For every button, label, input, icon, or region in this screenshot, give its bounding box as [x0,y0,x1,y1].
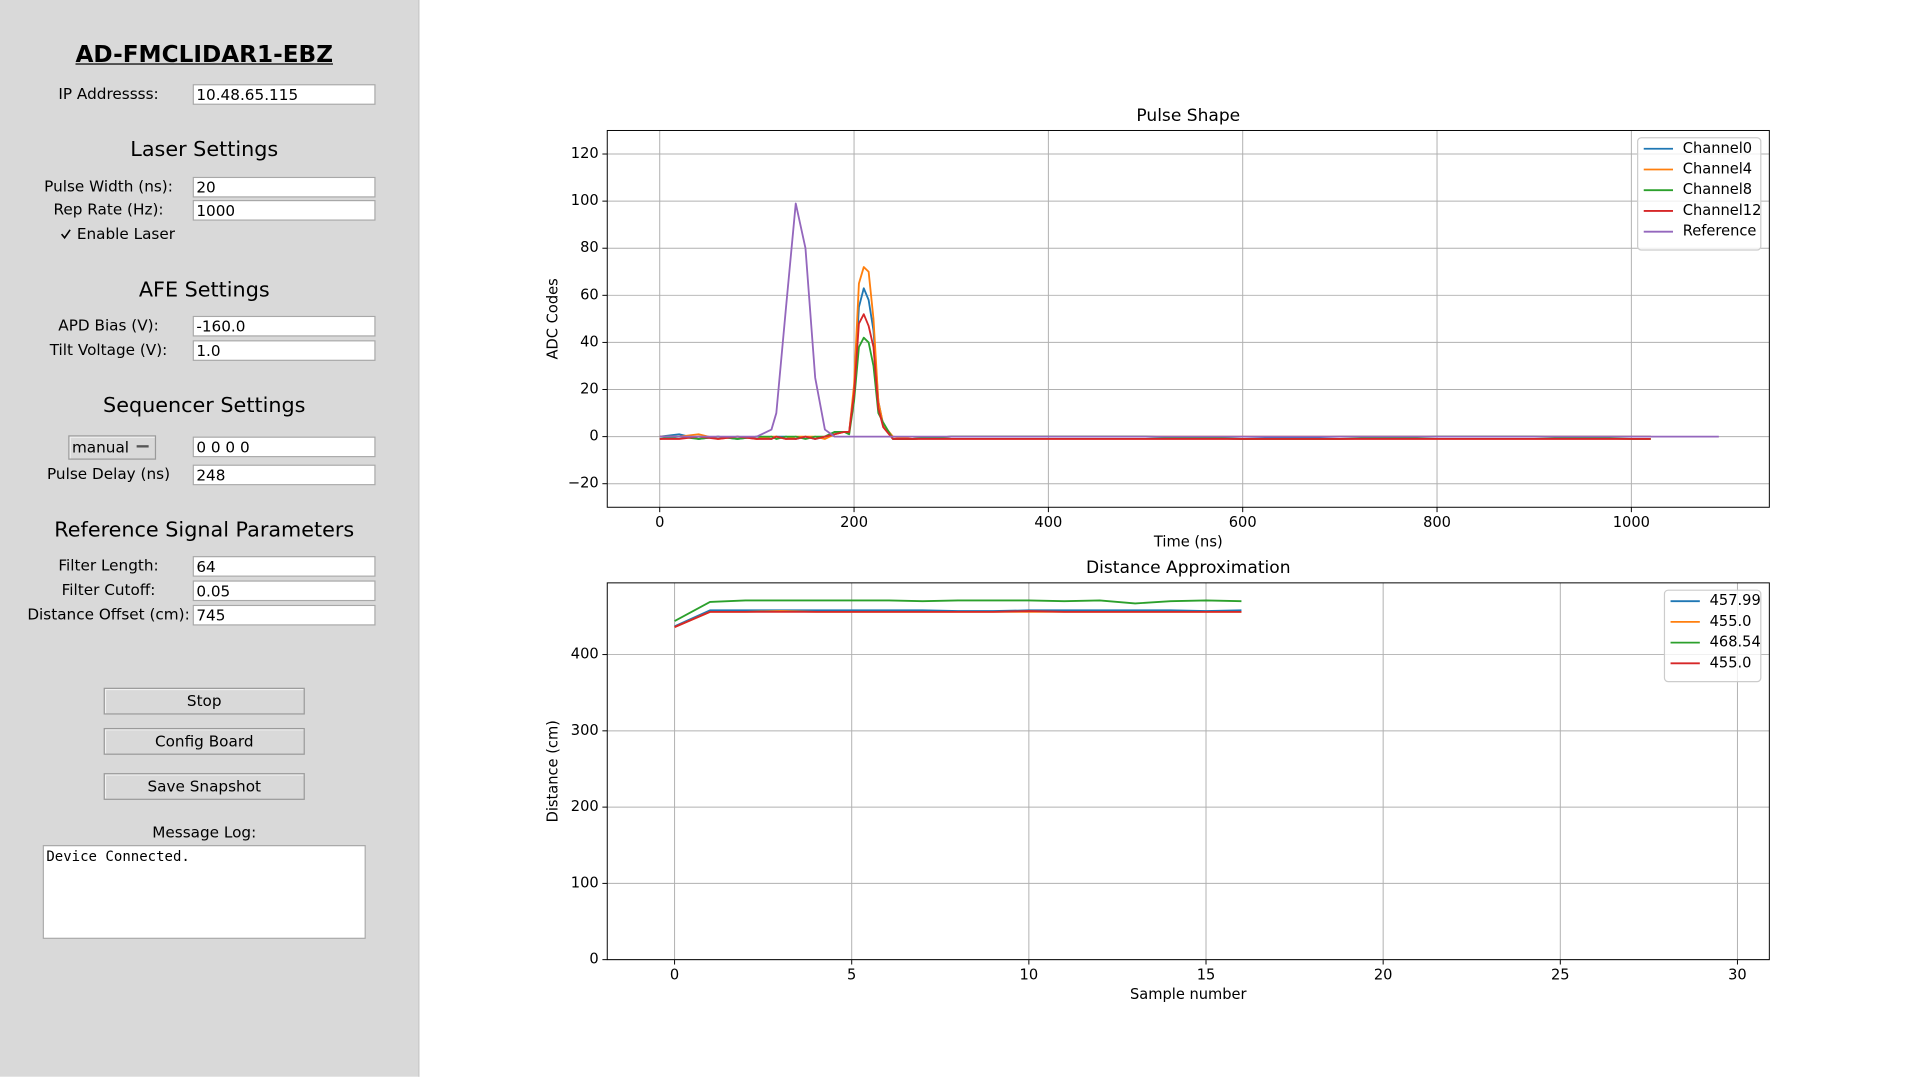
data-line [674,599,1242,622]
x-tick-label: 0 [655,514,664,531]
y-tick-label: 100 [571,874,599,891]
text-input[interactable]: 1000 [192,199,376,221]
y-axis-label: Distance (cm) [545,720,562,822]
text-input[interactable]: 10.48.65.115 [192,84,376,105]
x-tick-label: 800 [1423,514,1451,531]
data-line [659,336,1651,440]
section-heading: AFE Settings [138,278,270,303]
chart-title: Pulse Shape [1136,106,1240,126]
button[interactable]: Save Snapshot [103,773,305,800]
x-tick-label: 0 [670,967,679,984]
section-heading: Sequencer Settings [103,393,306,419]
x-tick-label: 20 [1374,967,1393,984]
legend-label: 455.0 [1710,613,1752,630]
field-label: Filter Cutoff: [61,580,156,599]
y-tick-label: 0 [589,428,598,445]
legend-box [1663,589,1762,683]
x-tick-label: 15 [1197,967,1216,984]
x-tick-label: 200 [840,514,868,531]
y-tick-label: 40 [580,333,599,350]
y-tick-label: 0 [589,951,598,968]
y-tick-label: 60 [580,286,599,303]
plot-area [607,130,1770,508]
control-panel: AD-FMCLIDAR1-EBZ IP Addressss: 10.48.65.… [0,0,420,1077]
legend-label: Channel4 [1683,160,1752,177]
text-input[interactable]: 745 [192,604,376,626]
button[interactable]: Stop [103,687,305,715]
plot-frame [606,582,1770,961]
field-label: Filter Length: [58,556,159,575]
legend-label: Reference [1683,223,1757,240]
legend-label: Channel0 [1683,140,1752,157]
log-text: Device Connected. [46,847,190,865]
x-axis-label: Time (ns) [1153,534,1223,551]
y-tick-label: 20 [580,381,599,398]
section-heading: Laser Settings [130,137,279,163]
text-input[interactable]: 0 0 0 0 [192,436,376,458]
y-tick-label: 100 [571,192,599,209]
y-axis-label: ADC Codes [545,278,562,359]
x-tick-label: 400 [1034,514,1062,531]
y-tick-label: 200 [571,798,599,815]
text-input[interactable]: -160.0 [192,315,376,337]
x-tick-label: 30 [1728,967,1747,984]
legend-label: 455.0 [1710,654,1752,671]
y-tick-label: 80 [580,239,599,256]
y-tick-label: 300 [571,722,599,739]
legend-box [1637,137,1762,251]
x-tick-label: 600 [1229,514,1257,531]
checkbox[interactable] [60,228,72,240]
dropdown-indicator [136,445,149,448]
text-input[interactable]: 1.0 [192,340,376,361]
field-label: Tilt Voltage (V): [49,340,168,359]
legend-label: 457.99 [1710,592,1761,609]
data-line [674,610,1242,628]
text-input[interactable]: 20 [192,176,376,198]
field-label: Distance Offset (cm): [27,604,190,624]
x-axis-label: Sample number [1130,986,1248,1003]
chart-title: Distance Approximation [1086,558,1291,578]
y-tick-label: 120 [571,145,599,162]
plot-area [607,582,1770,960]
plot-frame [606,129,1770,508]
data-line [659,202,1719,438]
legend-label: Channel12 [1683,202,1762,219]
x-tick-label: 5 [847,967,856,984]
section-heading: Reference Signal Parameters [54,518,355,543]
dropdown-value: manual [71,437,130,457]
legend-label: Channel8 [1683,181,1752,198]
text-input[interactable]: 248 [192,464,376,486]
field-label: IP Addressss: [58,84,159,103]
x-tick-label: 10 [1020,967,1039,984]
y-tick-label: −20 [568,475,599,492]
button[interactable]: Config Board [103,727,305,755]
message-log[interactable]: Device Connected. [42,845,366,939]
data-line [659,313,1651,440]
field-label: APD Bias (V): [58,315,159,335]
text-input[interactable]: 0.05 [192,580,376,602]
log-label: Message Log: [152,823,257,842]
checkbox-label: Enable Laser [76,224,176,243]
panel-title: AD-FMCLIDAR1-EBZ [75,41,333,69]
y-tick-label: 400 [571,646,599,663]
dropdown[interactable]: manual [68,435,157,460]
legend-label: 468.54 [1710,634,1761,651]
text-input[interactable]: 64 [192,556,376,577]
x-tick-label: 25 [1551,967,1570,984]
charts-area: 0 200 400 600 800 1000−20020406080100120Pulse… [545,106,1770,1003]
field-label: Rep Rate (Hz): [53,199,164,219]
field-label: Pulse Width (ns): [44,176,173,196]
field-label: Pulse Delay (ns) [47,464,171,483]
x-tick-label: 1000 [1613,514,1650,531]
